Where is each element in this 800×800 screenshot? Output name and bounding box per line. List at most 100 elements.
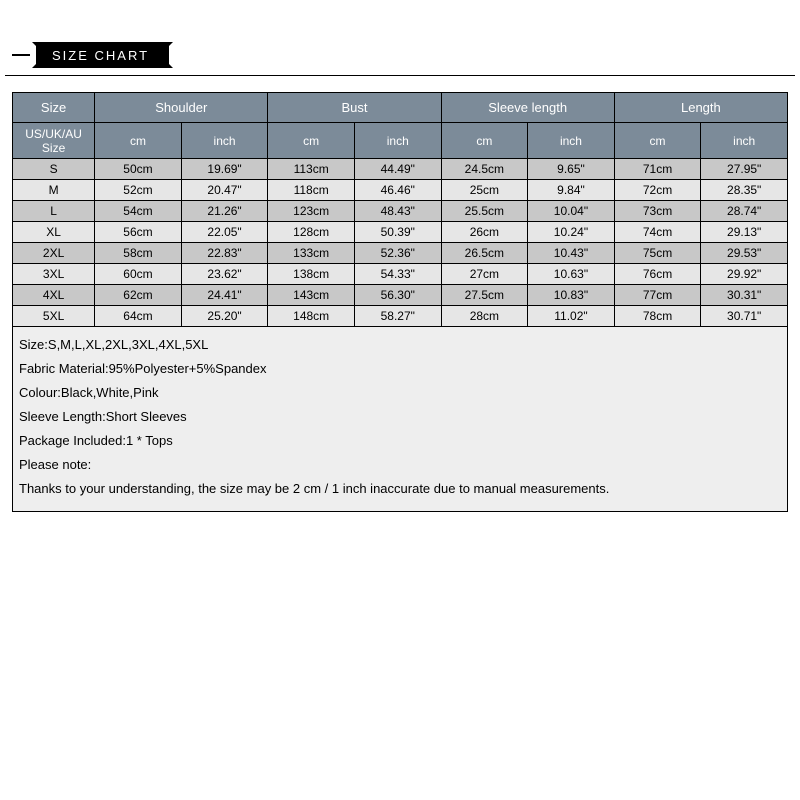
size-cell: 2XL bbox=[13, 243, 95, 264]
unit-header: inch bbox=[701, 123, 788, 159]
table-row: XL56cm22.05"128cm50.39"26cm10.24"74cm29.… bbox=[13, 222, 788, 243]
unit-header: cm bbox=[268, 123, 355, 159]
col-group-header: Shoulder bbox=[95, 93, 268, 123]
size-cell: M bbox=[13, 180, 95, 201]
table-row: S50cm19.69"113cm44.49"24.5cm9.65"71cm27.… bbox=[13, 159, 788, 180]
data-cell: 148cm bbox=[268, 306, 355, 327]
data-cell: 52cm bbox=[95, 180, 182, 201]
data-cell: 56.30" bbox=[354, 285, 441, 306]
col-group-header: Bust bbox=[268, 93, 441, 123]
table-head: Size Shoulder Bust Sleeve length Length … bbox=[13, 93, 788, 159]
data-cell: 28.35" bbox=[701, 180, 788, 201]
note-line: Colour:Black,White,Pink bbox=[19, 381, 781, 405]
data-cell: 10.63" bbox=[528, 264, 615, 285]
data-cell: 9.84" bbox=[528, 180, 615, 201]
data-cell: 24.41" bbox=[181, 285, 268, 306]
divider-line bbox=[5, 75, 795, 76]
data-cell: 29.53" bbox=[701, 243, 788, 264]
data-cell: 48.43" bbox=[354, 201, 441, 222]
banner-ribbon: SIZE CHART bbox=[40, 42, 165, 68]
table-row: L54cm21.26"123cm48.43"25.5cm10.04"73cm28… bbox=[13, 201, 788, 222]
data-cell: 78cm bbox=[614, 306, 701, 327]
size-cell: L bbox=[13, 201, 95, 222]
note-line: Fabric Material:95%Polyester+5%Spandex bbox=[19, 357, 781, 381]
unit-header: cm bbox=[614, 123, 701, 159]
size-cell: S bbox=[13, 159, 95, 180]
data-cell: 62cm bbox=[95, 285, 182, 306]
data-cell: 52.36" bbox=[354, 243, 441, 264]
data-cell: 27cm bbox=[441, 264, 528, 285]
data-cell: 76cm bbox=[614, 264, 701, 285]
data-cell: 143cm bbox=[268, 285, 355, 306]
size-cell: 3XL bbox=[13, 264, 95, 285]
col-group-header: Sleeve length bbox=[441, 93, 614, 123]
data-cell: 28.74" bbox=[701, 201, 788, 222]
data-cell: 23.62" bbox=[181, 264, 268, 285]
data-cell: 25.20" bbox=[181, 306, 268, 327]
banner-dash bbox=[12, 54, 30, 56]
table-row: M52cm20.47"118cm46.46"25cm9.84"72cm28.35… bbox=[13, 180, 788, 201]
data-cell: 22.05" bbox=[181, 222, 268, 243]
data-cell: 64cm bbox=[95, 306, 182, 327]
data-cell: 44.49" bbox=[354, 159, 441, 180]
data-cell: 113cm bbox=[268, 159, 355, 180]
data-cell: 10.83" bbox=[528, 285, 615, 306]
data-cell: 58.27" bbox=[354, 306, 441, 327]
note-line: Thanks to your understanding, the size m… bbox=[19, 477, 781, 501]
data-cell: 25cm bbox=[441, 180, 528, 201]
data-cell: 20.47" bbox=[181, 180, 268, 201]
data-cell: 50.39" bbox=[354, 222, 441, 243]
note-line: Package Included:1 * Tops bbox=[19, 429, 781, 453]
data-cell: 72cm bbox=[614, 180, 701, 201]
col-group-header: Length bbox=[614, 93, 787, 123]
data-cell: 27.95" bbox=[701, 159, 788, 180]
size-cell: 4XL bbox=[13, 285, 95, 306]
unit-header: inch bbox=[528, 123, 615, 159]
unit-header: cm bbox=[441, 123, 528, 159]
table-row: 3XL60cm23.62"138cm54.33"27cm10.63"76cm29… bbox=[13, 264, 788, 285]
data-cell: 54cm bbox=[95, 201, 182, 222]
banner-label: SIZE CHART bbox=[52, 48, 149, 63]
data-cell: 21.26" bbox=[181, 201, 268, 222]
header-row-units: US/UK/AU Size cm inch cm inch cm inch cm… bbox=[13, 123, 788, 159]
data-cell: 30.31" bbox=[701, 285, 788, 306]
table-row: 4XL62cm24.41"143cm56.30"27.5cm10.83"77cm… bbox=[13, 285, 788, 306]
data-cell: 24.5cm bbox=[441, 159, 528, 180]
size-cell: XL bbox=[13, 222, 95, 243]
data-cell: 75cm bbox=[614, 243, 701, 264]
data-cell: 46.46" bbox=[354, 180, 441, 201]
data-cell: 29.92" bbox=[701, 264, 788, 285]
table-body: S50cm19.69"113cm44.49"24.5cm9.65"71cm27.… bbox=[13, 159, 788, 327]
data-cell: 118cm bbox=[268, 180, 355, 201]
data-cell: 60cm bbox=[95, 264, 182, 285]
data-cell: 73cm bbox=[614, 201, 701, 222]
data-cell: 26.5cm bbox=[441, 243, 528, 264]
data-cell: 29.13" bbox=[701, 222, 788, 243]
data-cell: 10.04" bbox=[528, 201, 615, 222]
unit-header: cm bbox=[95, 123, 182, 159]
data-cell: 54.33" bbox=[354, 264, 441, 285]
size-cell: 5XL bbox=[13, 306, 95, 327]
size-table: Size Shoulder Bust Sleeve length Length … bbox=[12, 92, 788, 327]
size-chart-wrap: Size Shoulder Bust Sleeve length Length … bbox=[12, 92, 788, 512]
data-cell: 74cm bbox=[614, 222, 701, 243]
data-cell: 133cm bbox=[268, 243, 355, 264]
size-chart-banner: SIZE CHART bbox=[12, 42, 165, 68]
data-cell: 26cm bbox=[441, 222, 528, 243]
data-cell: 27.5cm bbox=[441, 285, 528, 306]
data-cell: 77cm bbox=[614, 285, 701, 306]
col-size-header: Size bbox=[13, 93, 95, 123]
table-row: 5XL64cm25.20"148cm58.27"28cm11.02"78cm30… bbox=[13, 306, 788, 327]
note-line: Please note: bbox=[19, 453, 781, 477]
data-cell: 11.02" bbox=[528, 306, 615, 327]
data-cell: 22.83" bbox=[181, 243, 268, 264]
data-cell: 58cm bbox=[95, 243, 182, 264]
data-cell: 10.43" bbox=[528, 243, 615, 264]
data-cell: 71cm bbox=[614, 159, 701, 180]
note-line: Size:S,M,L,XL,2XL,3XL,4XL,5XL bbox=[19, 333, 781, 357]
data-cell: 128cm bbox=[268, 222, 355, 243]
data-cell: 10.24" bbox=[528, 222, 615, 243]
data-cell: 30.71" bbox=[701, 306, 788, 327]
data-cell: 25.5cm bbox=[441, 201, 528, 222]
unit-header: inch bbox=[354, 123, 441, 159]
